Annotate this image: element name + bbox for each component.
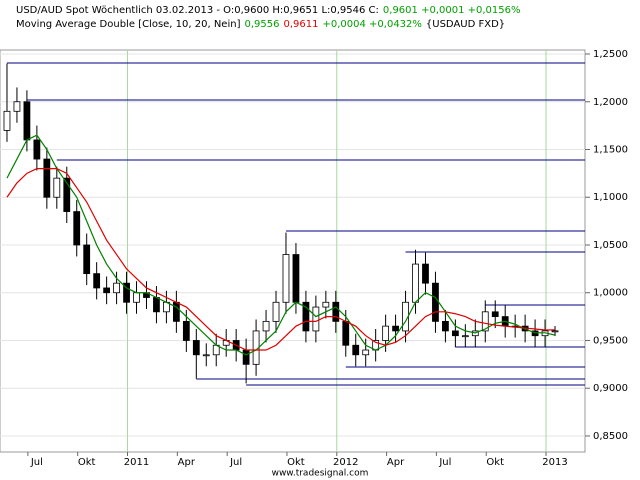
candle-body [53, 177, 61, 198]
y-tick-label: 1,1500 [593, 144, 628, 155]
candle-body [551, 330, 559, 333]
candle-body [491, 311, 499, 317]
candle-body [382, 325, 390, 341]
candle-body [153, 297, 160, 313]
header-part: USD/AUD Spot Wöchentlich 03.02.2013 - O:… [16, 5, 379, 16]
candle-body [442, 320, 449, 332]
candle-body [451, 330, 459, 337]
header-part: 0,9601 +0,0001 +0,0156% [383, 5, 521, 16]
x-tick-label: Okt [78, 457, 96, 468]
y-tick-label: 1,0000 [593, 288, 628, 299]
x-tick-label: Jul [229, 457, 242, 468]
candle-body [352, 344, 360, 356]
candle-body [302, 301, 310, 332]
candle-body [103, 287, 111, 294]
y-tick-label: 1,2000 [593, 97, 628, 108]
candle-body [83, 244, 91, 275]
candle-body [392, 325, 399, 332]
x-tick-label: Jul [30, 457, 43, 468]
candle-body [172, 301, 180, 322]
x-tick-label: 2013 [542, 457, 567, 468]
header-line: Moving Average Double [Close, 10, 20, Ne… [16, 19, 505, 30]
candle-body [113, 282, 120, 294]
ma-line [6, 134, 556, 356]
candle-body [432, 282, 439, 322]
ma-line [6, 167, 556, 351]
x-tick-label: 2012 [333, 457, 358, 468]
header-part: {USDAUD FXD} [426, 19, 505, 30]
candle-body [292, 254, 300, 303]
candle-body [272, 301, 280, 322]
candle-body [13, 101, 21, 112]
x-tick-label: Okt [486, 457, 504, 468]
y-tick-label: 1,2500 [593, 49, 628, 60]
y-tick-label: 0,8500 [593, 431, 628, 442]
x-tick-label: 2011 [124, 457, 149, 468]
y-tick-label: 0,9500 [593, 335, 628, 346]
y-tick-label: 1,1000 [593, 192, 628, 203]
y-tick-label: 1,0500 [593, 240, 628, 251]
candle-body [322, 301, 330, 308]
x-tick-label: Jul [438, 457, 451, 468]
candle-body [481, 311, 489, 332]
candle-body [461, 335, 469, 338]
candle-body [33, 139, 41, 160]
candle-body [182, 320, 190, 341]
candle-body [342, 320, 350, 346]
candle-body [282, 254, 290, 303]
candle-body [242, 349, 250, 365]
header-part: 0,9556 [244, 19, 279, 30]
candle-body [332, 301, 340, 322]
y-tick-label: 0,9000 [593, 383, 628, 394]
candle-body [202, 354, 210, 357]
candle-body [93, 273, 101, 289]
candle-body [123, 282, 130, 303]
header-part: 0,9611 [283, 19, 318, 30]
candle-body [192, 340, 200, 356]
x-tick-label: Apr [387, 457, 405, 468]
candle-body [23, 101, 31, 141]
candle-body [43, 158, 51, 198]
header-part: Moving Average Double [Close, 10, 20, Ne… [16, 19, 241, 30]
candle-body [73, 211, 81, 246]
candle-body [63, 177, 71, 212]
footer: www.tradesignal.com [272, 469, 369, 479]
x-tick-label: Okt [287, 457, 305, 468]
header-line: USD/AUD Spot Wöchentlich 03.02.2013 - O:… [16, 5, 521, 16]
candle-body [312, 306, 320, 332]
candle-body [3, 110, 11, 131]
x-tick-label: Apr [178, 457, 196, 468]
header-part: +0,0004 +0,0432% [322, 19, 421, 30]
candle-body [133, 292, 140, 303]
candle-body [262, 320, 270, 332]
candle-body [412, 263, 419, 303]
candle-body [422, 263, 429, 284]
candle-body [362, 349, 370, 356]
